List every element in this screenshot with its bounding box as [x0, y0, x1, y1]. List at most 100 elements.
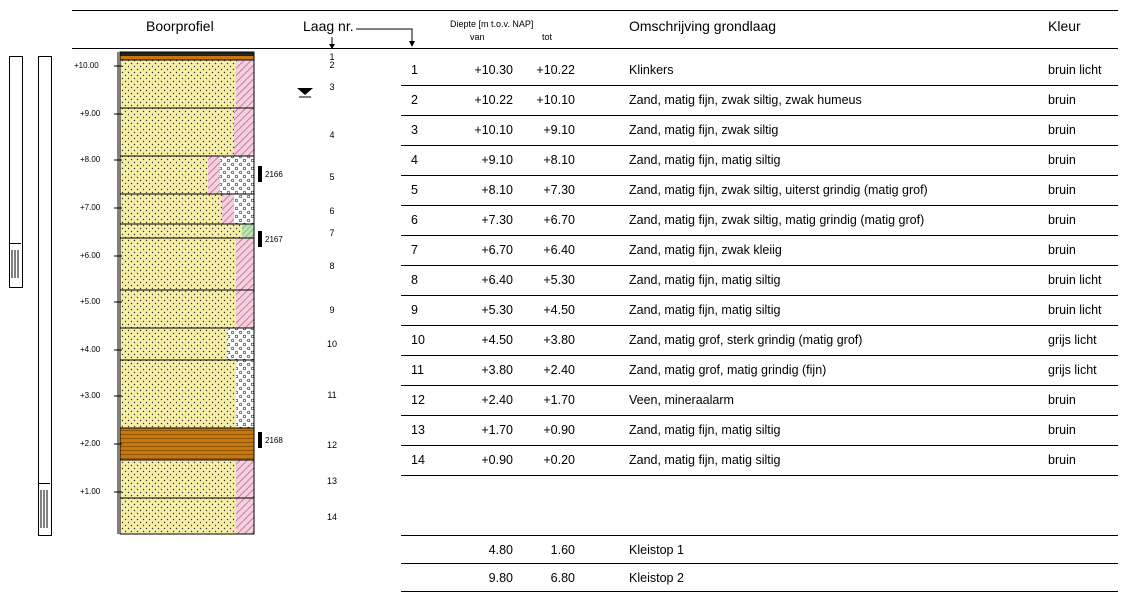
sample-label: 2167	[265, 235, 283, 244]
sample-label: 2168	[265, 436, 283, 445]
profile-layer-number: 14	[326, 512, 337, 522]
layer-omschrijving: Zand, matig fijn, zwak kleiig	[629, 243, 782, 257]
layer-omschrijving: Veen, mineraalarm	[629, 393, 734, 407]
table-row: 3 +10.10 +9.10 Zand, matig fijn, zwak si…	[401, 116, 1118, 146]
table-row: 9 +5.30 +4.50 Zand, matig fijn, matig si…	[401, 296, 1118, 326]
layer-van: +0.90	[481, 453, 513, 467]
layer-nr: 9	[411, 303, 418, 317]
layer-omschrijving: Zand, matig fijn, matig siltig	[629, 303, 781, 317]
sample-marker-icon	[258, 166, 262, 182]
layer-7-sand	[120, 224, 242, 238]
table-row: 8 +6.40 +5.30 Zand, matig fijn, matig si…	[401, 266, 1118, 296]
layer-4-silt	[234, 108, 254, 156]
layer-6-silt	[222, 194, 234, 224]
profile-layer-number: 8	[329, 261, 335, 271]
layer-nr: 10	[411, 333, 425, 347]
profile-layer-number: 13	[326, 476, 337, 486]
depth-tick: +5.00	[80, 297, 101, 306]
depth-tick: +8.00	[80, 155, 101, 164]
layer-van: +10.22	[474, 93, 513, 107]
layer-van: +5.30	[481, 303, 513, 317]
depth-tick: +3.00	[80, 391, 101, 400]
layer-van: +3.80	[481, 363, 513, 377]
layer-tot: +10.10	[536, 93, 575, 107]
laag-nr-header: Laag nr.	[303, 18, 354, 34]
profile-layer-number: 10	[326, 339, 337, 349]
table-row: 5 +8.10 +7.30 Zand, matig fijn, zwak sil…	[401, 176, 1118, 206]
layer-omschrijving: Zand, matig fijn, matig siltig	[629, 453, 781, 467]
layer-van: +10.30	[474, 63, 513, 77]
layer-tot: +0.20	[543, 453, 575, 467]
depth-tick: +7.00	[80, 203, 101, 212]
layer-13-silt	[236, 460, 254, 498]
layer-nr: 13	[411, 423, 425, 437]
layer-nr: 3	[411, 123, 418, 137]
table-row: 12 +2.40 +1.70 Veen, mineraalarm bruin	[401, 386, 1118, 416]
layer-van: +7.30	[481, 213, 513, 227]
layer-10-sand	[120, 328, 228, 360]
profile-layer-number: 5	[329, 172, 335, 182]
layer-omschrijving: Zand, matig fijn, zwak siltig	[629, 123, 779, 137]
right-column-marker	[38, 483, 50, 534]
layer-kleur: bruin licht	[1048, 273, 1102, 287]
table-row: 14 +0.90 +0.20 Zand, matig fijn, matig s…	[401, 446, 1118, 476]
layer-1-klinkers	[120, 52, 254, 56]
profile-layer-number: 2	[329, 60, 335, 70]
header-bottom-line	[72, 48, 1118, 49]
layer-13-sand	[120, 460, 236, 498]
layer-kleur: bruin	[1048, 213, 1076, 227]
left-column-marker-1	[9, 243, 21, 284]
kleistop-label: Kleistop 1	[629, 543, 684, 557]
kleistop-top-line	[401, 535, 1118, 536]
layer-van: +6.70	[481, 243, 513, 257]
layer-tot: +3.80	[543, 333, 575, 347]
layer-5-sand	[120, 156, 208, 194]
layer-6-sand	[120, 194, 222, 224]
table-row: 11 +3.80 +2.40 Zand, matig grof, matig g…	[401, 356, 1118, 386]
layer-van: +6.40	[481, 273, 513, 287]
depth-tick: +6.00	[80, 251, 101, 260]
right-column-outer	[38, 56, 52, 536]
layer-omschrijving: Zand, matig fijn, matig siltig	[629, 153, 781, 167]
down-arrow-icon	[329, 37, 335, 49]
layer-kleur: bruin	[1048, 423, 1076, 437]
layer-2	[120, 56, 254, 60]
layer-omschrijving: Zand, matig fijn, matig siltig	[629, 273, 781, 287]
layer-nr: 2	[411, 93, 418, 107]
kleistop-van: 4.80	[488, 543, 513, 557]
layer-kleur: bruin	[1048, 393, 1076, 407]
layer-omschrijving: Zand, matig fijn, zwak siltig, zwak hume…	[629, 93, 862, 107]
layer-nr: 11	[411, 363, 424, 377]
layer-van: +9.10	[481, 153, 513, 167]
layer-van: +1.70	[481, 423, 513, 437]
profile-layer-number: 6	[329, 206, 335, 216]
kleistop-row: 4.80 1.60 Kleistop 1	[401, 536, 1118, 564]
boring-profile	[114, 51, 313, 535]
kleistop-label: Kleistop 2	[629, 571, 684, 585]
layer-kleur: bruin licht	[1048, 303, 1102, 317]
diepte-header: Diepte [m t.o.v. NAP]	[450, 19, 534, 29]
layer-6-gravel	[234, 194, 254, 224]
layer-nr: 7	[411, 243, 418, 257]
sample-label: 2166	[265, 170, 283, 179]
layer-nr: 1	[411, 63, 418, 77]
layer-nr: 5	[411, 183, 418, 197]
table-row: 13 +1.70 +0.90 Zand, matig fijn, matig s…	[401, 416, 1118, 446]
depth-tick: +4.00	[80, 345, 101, 354]
layer-omschrijving: Zand, matig grof, sterk grindig (matig g…	[629, 333, 863, 347]
layer-8-silt	[236, 238, 254, 290]
profile-layer-number: 12	[326, 440, 337, 450]
layer-tot: +9.10	[543, 123, 575, 137]
layer-van: +8.10	[481, 183, 513, 197]
table-row: 6 +7.30 +6.70 Zand, matig fijn, zwak sil…	[401, 206, 1118, 236]
depth-tick: +2.00	[80, 439, 101, 448]
layer-9-silt	[236, 290, 254, 328]
layer-kleur: bruin	[1048, 243, 1076, 257]
profile-layer-number: 11	[327, 390, 337, 400]
water-level-icon	[297, 88, 313, 95]
boorprofiel-header: Boorprofiel	[146, 18, 214, 34]
layer-tot: +10.22	[536, 63, 575, 77]
left-column-outer	[9, 56, 23, 288]
layer-14-silt	[236, 498, 254, 534]
depth-tick: +10.00	[74, 61, 99, 70]
